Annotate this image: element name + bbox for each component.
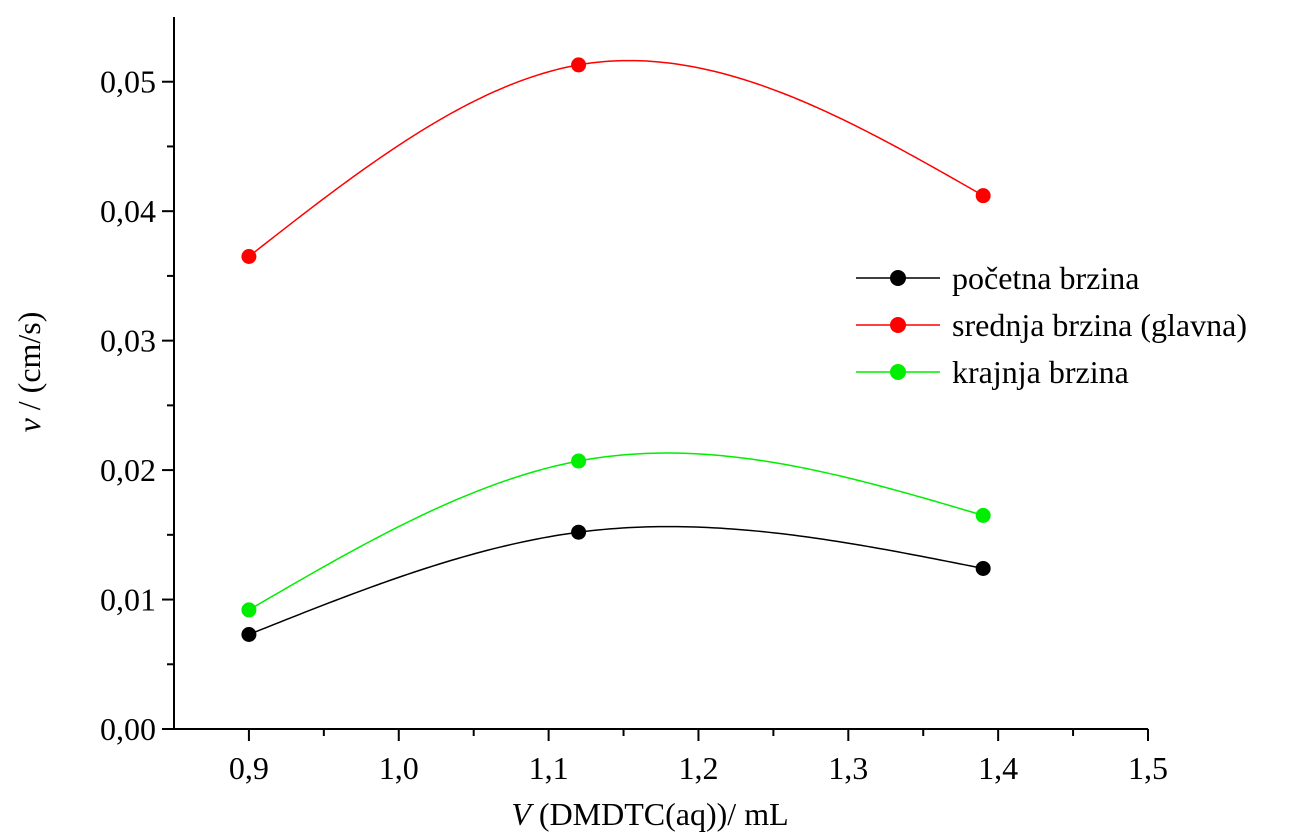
data-point — [975, 560, 991, 576]
y-tick-label: 0,01 — [100, 582, 156, 618]
x-axis-title: V (DMDTC(aq))/ mL — [511, 796, 788, 832]
legend-label: srednja brzina (glavna) — [952, 307, 1247, 343]
legend-entry: početna brzina — [856, 260, 1139, 296]
x-tick-label: 1,4 — [978, 750, 1018, 786]
legend-label: početna brzina — [952, 260, 1139, 296]
series-line — [248, 452, 984, 611]
y-axis-title: v / (cm/s) — [11, 312, 47, 433]
series-line — [248, 525, 984, 636]
legend-marker — [890, 364, 906, 380]
y-tick-label: 0,04 — [100, 193, 156, 229]
data-point — [975, 188, 991, 204]
x-tick-label: 1,2 — [678, 750, 718, 786]
data-point — [241, 602, 257, 618]
y-tick-label: 0,05 — [100, 64, 156, 100]
series-2 — [241, 57, 991, 264]
legend-marker — [890, 317, 906, 333]
data-point — [571, 57, 587, 73]
legend-entry: srednja brzina (glavna) — [856, 307, 1247, 343]
x-tick-label: 1,5 — [1128, 750, 1168, 786]
series-1 — [241, 524, 991, 642]
legend: početna brzina srednja brzina (glavna) kra… — [856, 260, 1247, 390]
y-tick-label: 0,02 — [100, 452, 156, 488]
y-tick-label: 0,00 — [100, 711, 156, 747]
x-tick-label: 1,3 — [828, 750, 868, 786]
series-layer — [241, 57, 991, 642]
x-tick-label: 1,0 — [379, 750, 419, 786]
data-point — [241, 248, 257, 264]
axes: 0,9 1,0 1,1 1,2 1,3 1,4 1,5 0,00 0,01 0,02 0,03 0,0… — [100, 17, 1168, 786]
data-point — [241, 626, 257, 642]
legend-label: krajnja brzina — [952, 354, 1129, 390]
x-tick-label: 1,1 — [529, 750, 569, 786]
series-3 — [241, 452, 991, 618]
legend-marker — [890, 270, 906, 286]
series-line — [248, 59, 984, 258]
data-point — [975, 507, 991, 523]
y-tick-label: 0,03 — [100, 323, 156, 359]
legend-entry: krajnja brzina — [856, 354, 1129, 390]
x-tick-label: 0,9 — [229, 750, 269, 786]
data-point — [571, 453, 587, 469]
data-point — [571, 524, 587, 540]
